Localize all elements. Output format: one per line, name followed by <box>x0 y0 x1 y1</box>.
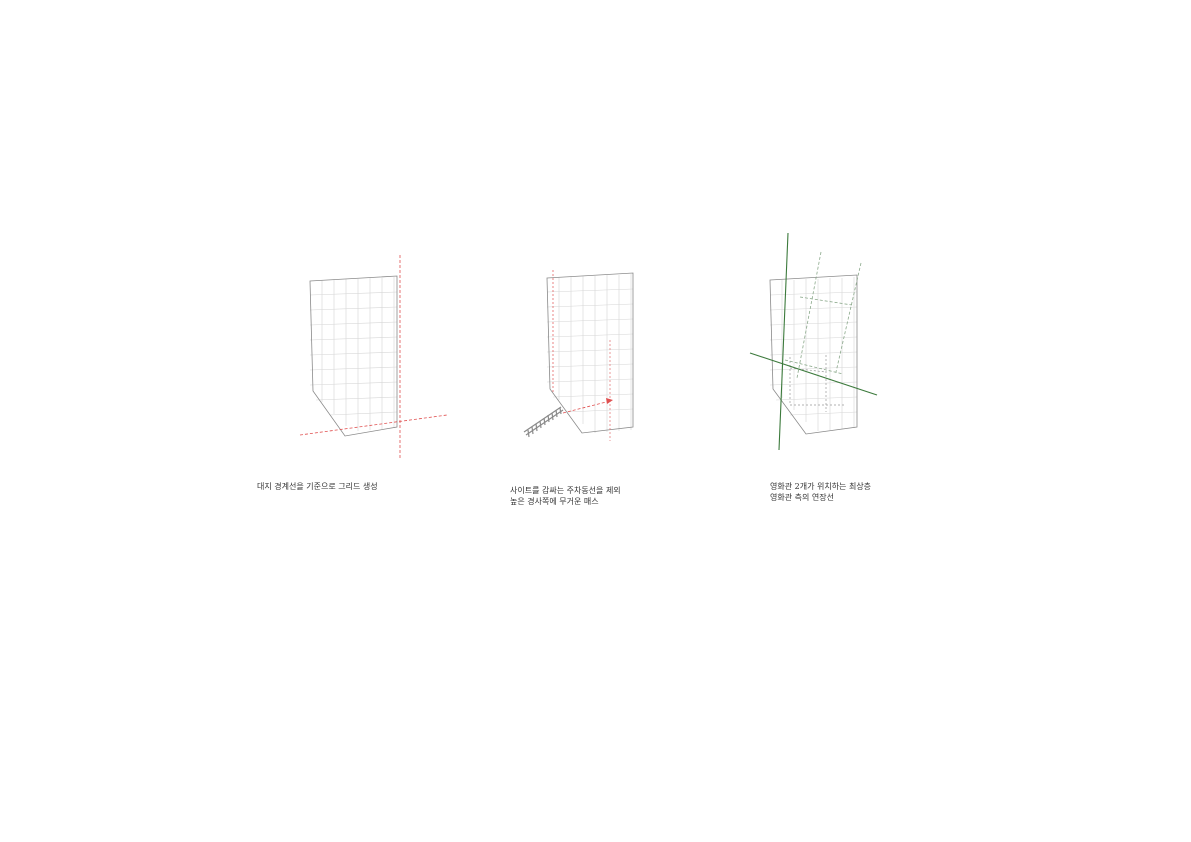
site-outline <box>546 272 634 434</box>
caption-diagram-2: 사이트를 감싸는 주차동선을 제외 높은 경사쪽에 무거운 매스 <box>510 485 621 507</box>
caption-line: 영화관 2개가 위치하는 최상층 <box>770 482 872 491</box>
caption-diagram-1: 대지 경계선을 기준으로 그리드 생성 <box>257 481 378 492</box>
site-outline <box>769 274 858 435</box>
site-grid <box>309 277 398 431</box>
green-dashed-guides <box>784 251 862 379</box>
caption-line: 영화관 측의 연장선 <box>770 493 834 502</box>
caption-line: 대지 경계선을 기준으로 그리드 생성 <box>257 482 378 491</box>
cinema-box-dashed <box>789 355 844 412</box>
diagram-2 <box>523 270 634 441</box>
red-axis-horizontal <box>299 414 448 436</box>
caption-diagram-3: 영화관 2개가 위치하는 최상층 영화관 측의 연장선 <box>770 481 871 503</box>
green-axis-diagonal <box>749 352 878 396</box>
caption-line: 높은 경사쪽에 무거운 매스 <box>510 497 599 506</box>
diagram-3 <box>749 232 878 451</box>
parking-route-hatch <box>523 406 564 438</box>
arrowhead-icon <box>606 398 613 404</box>
site-outline <box>309 275 398 437</box>
diagram-1 <box>299 255 448 458</box>
caption-line: 사이트를 감싸는 주차동선을 제외 <box>510 486 621 495</box>
red-direction-arrow <box>562 400 611 414</box>
green-axis-vertical <box>778 232 789 451</box>
site-grid <box>546 274 634 433</box>
